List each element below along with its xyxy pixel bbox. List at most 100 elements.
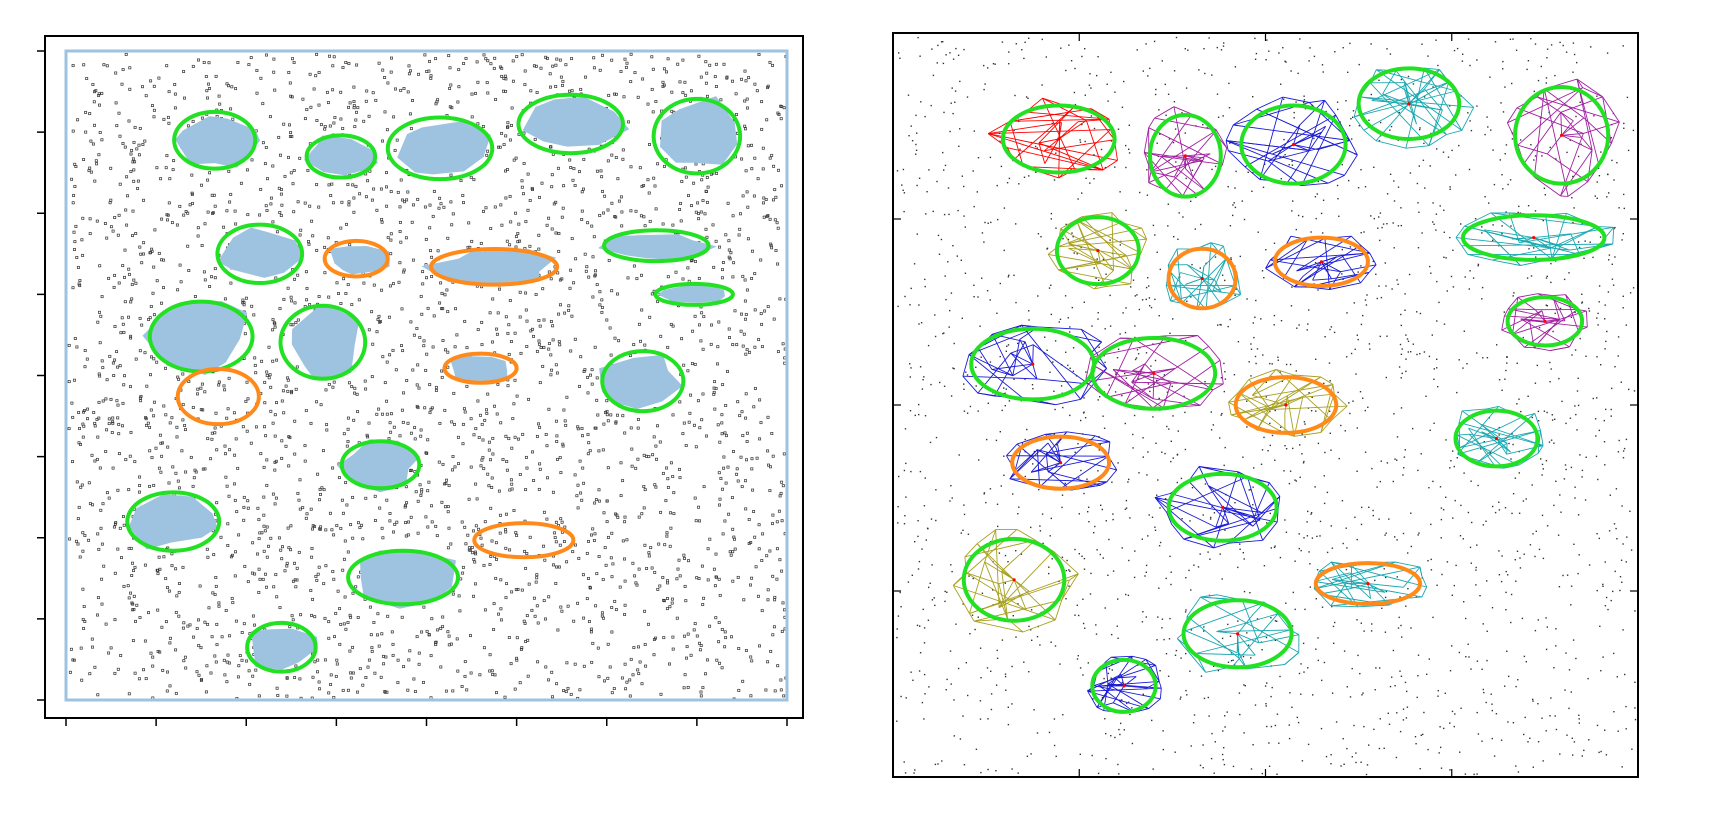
- data-point: [1367, 406, 1369, 408]
- data-point: [90, 453, 94, 457]
- data-point: [367, 658, 371, 662]
- data-point: [284, 444, 288, 448]
- data-point: [542, 544, 545, 548]
- data-point: [1320, 212, 1323, 215]
- data-point: [1112, 518, 1114, 521]
- data-point: [735, 113, 738, 116]
- data-point: [1375, 273, 1377, 275]
- data-point: [1357, 654, 1359, 657]
- data-point: [645, 567, 649, 570]
- data-point: [241, 298, 245, 302]
- data-point: [590, 382, 594, 386]
- data-point: [460, 685, 464, 688]
- data-point: [1117, 763, 1119, 766]
- data-point: [960, 532, 962, 534]
- data-point: [1171, 385, 1173, 388]
- data-point: [263, 401, 267, 405]
- data-point: [89, 170, 93, 174]
- data-point: [1180, 477, 1183, 480]
- data-point: [912, 679, 914, 681]
- data-point: [1475, 569, 1477, 571]
- data-point: [1475, 566, 1477, 569]
- data-point: [469, 417, 473, 421]
- data-point: [101, 502, 105, 506]
- data-point: [94, 159, 98, 163]
- data-point: [1032, 388, 1034, 390]
- data-point: [1141, 538, 1143, 540]
- data-point: [1278, 52, 1280, 54]
- data-point: [1381, 607, 1383, 609]
- data-point: [595, 283, 599, 287]
- data-point: [1108, 538, 1110, 541]
- data-point: [1252, 504, 1254, 506]
- data-point: [1520, 410, 1522, 413]
- data-point: [731, 579, 735, 583]
- data-point: [1611, 159, 1613, 162]
- data-point: [481, 438, 485, 442]
- data-point: [1386, 223, 1388, 225]
- data-point: [423, 205, 427, 209]
- data-point: [554, 419, 558, 423]
- data-point: [550, 185, 554, 189]
- data-point: [1210, 429, 1213, 431]
- data-point: [250, 304, 254, 308]
- data-point: [696, 399, 700, 403]
- data-point: [520, 646, 524, 650]
- data-point: [1449, 186, 1451, 188]
- data-point: [745, 431, 749, 435]
- data-point: [107, 422, 111, 426]
- data-point: [918, 413, 920, 416]
- data-point: [446, 630, 450, 634]
- data-point: [535, 604, 539, 608]
- data-point: [1386, 193, 1389, 195]
- data-point: [614, 421, 618, 425]
- data-point: [365, 89, 369, 93]
- data-point: [1114, 91, 1116, 93]
- data-point: [693, 622, 697, 626]
- data-point: [1054, 408, 1056, 411]
- data-point: [144, 417, 148, 421]
- data-point: [1477, 265, 1479, 267]
- data-point: [1354, 516, 1356, 518]
- data-point: [1360, 169, 1362, 171]
- data-point: [1511, 138, 1514, 140]
- data-point: [945, 54, 947, 56]
- data-point: [721, 261, 725, 264]
- data-point: [264, 434, 268, 438]
- data-point: [92, 100, 96, 104]
- data-point: [576, 601, 580, 605]
- data-point: [1349, 124, 1351, 127]
- data-point: [513, 378, 517, 382]
- data-point: [100, 91, 104, 95]
- data-point: [1378, 285, 1380, 287]
- data-point: [567, 304, 571, 308]
- data-point: [355, 63, 359, 67]
- data-point: [495, 412, 499, 416]
- data-point: [1151, 516, 1154, 518]
- data-point: [1243, 590, 1246, 593]
- data-point: [1336, 184, 1339, 187]
- data-point: [1400, 377, 1402, 379]
- data-point: [961, 317, 963, 319]
- data-point: [1416, 311, 1418, 313]
- data-point: [1108, 668, 1111, 670]
- data-point: [342, 557, 346, 561]
- data-point: [215, 643, 219, 647]
- data-point: [1363, 231, 1365, 233]
- data-point: [352, 196, 356, 200]
- data-point: [522, 192, 525, 196]
- data-point: [1283, 98, 1285, 100]
- data-point: [510, 123, 513, 127]
- data-point: [525, 466, 529, 470]
- data-point: [905, 462, 907, 465]
- data-point: [1606, 196, 1608, 198]
- data-point: [1356, 470, 1358, 472]
- data-point: [1374, 689, 1376, 691]
- data-point: [508, 299, 512, 302]
- data-point: [331, 385, 335, 389]
- data-point: [1489, 76, 1491, 78]
- data-point: [766, 598, 770, 602]
- data-point: [1482, 688, 1484, 691]
- data-point: [1594, 195, 1596, 197]
- data-point: [1187, 49, 1189, 51]
